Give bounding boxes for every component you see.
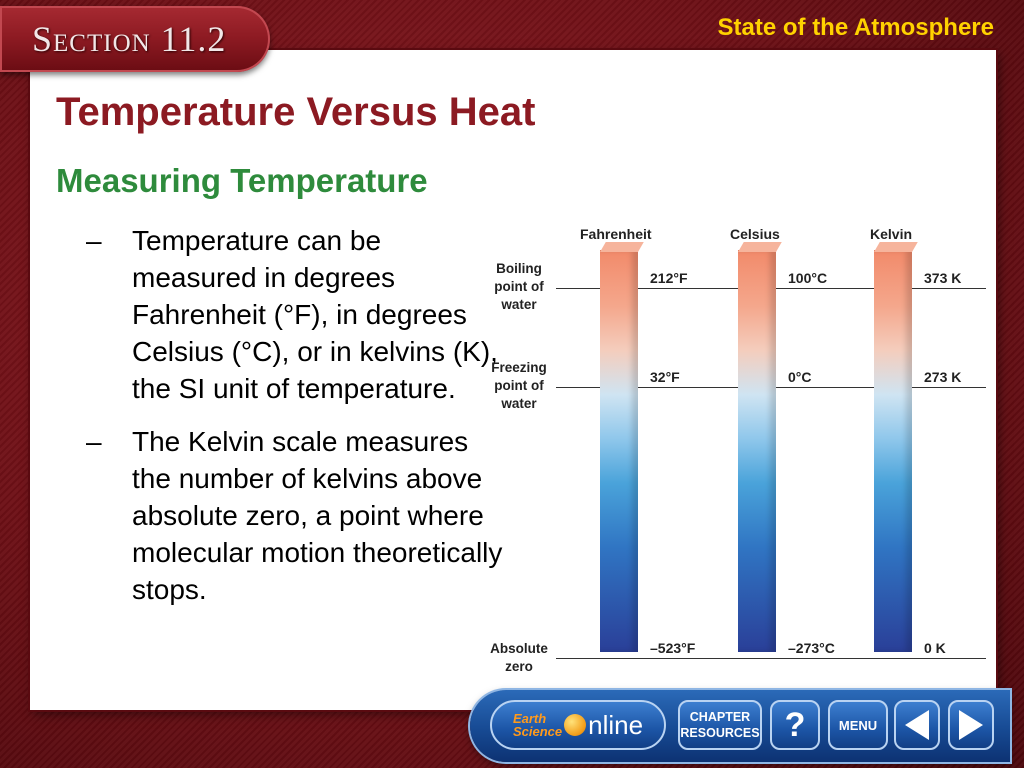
chapter-resources-button[interactable]: CHAPTER RESOURCES [678, 700, 762, 750]
value-zero-c: –273°C [788, 640, 835, 656]
online-label: nline [588, 709, 644, 740]
bullet-item: – The Kelvin scale measures the number o… [86, 423, 506, 608]
value-freezing-c: 0°C [788, 369, 812, 385]
earth-label: Earth [512, 711, 547, 726]
earth-science-online-button[interactable]: Earth Science nline [490, 700, 666, 750]
value-zero-k: 0 K [924, 640, 946, 656]
menu-label: MENU [838, 717, 878, 733]
celsius-bar [738, 250, 776, 652]
science-label: Science [512, 724, 563, 739]
value-freezing-k: 273 K [924, 369, 962, 385]
row-label-absolute-zero: Absolute zero [490, 641, 548, 674]
help-icon: ? [784, 705, 806, 744]
value-zero-f: –523°F [650, 640, 696, 656]
kelvin-bar [874, 250, 912, 652]
scale-name-celsius: Celsius [730, 226, 780, 242]
earth-science-logo-text: Earth Science [513, 712, 562, 738]
bullet-item: – Temperature can be measured in degrees… [86, 222, 506, 407]
temperature-scales-diagram: Fahrenheit Celsius Kelvin Boiling point … [484, 220, 992, 680]
chapter-label: CHAPTER [689, 710, 751, 724]
bullet-dash: – [86, 426, 102, 457]
bullet-dash: – [86, 225, 102, 256]
help-button[interactable]: ? [770, 700, 820, 750]
menu-button[interactable]: MENU [828, 700, 888, 750]
page-subtitle: Measuring Temperature [56, 162, 428, 199]
navigation-bar: Earth Science nline CHAPTER RESOURCES ? … [470, 690, 1010, 762]
bullet-list: – Temperature can be measured in degrees… [86, 222, 506, 624]
arrow-left-icon [905, 710, 929, 740]
arrow-right-icon [959, 710, 983, 740]
bullet-text: Temperature can be measured in degrees F… [132, 225, 498, 404]
row-label-boiling: Boiling point of water [494, 261, 544, 312]
previous-button[interactable] [894, 700, 940, 750]
scale-name-fahrenheit: Fahrenheit [580, 226, 652, 242]
page-title: Temperature Versus Heat [56, 90, 536, 134]
topic-title: State of the Atmosphere [717, 14, 994, 41]
value-freezing-f: 32°F [650, 369, 680, 385]
scale-name-kelvin: Kelvin [870, 226, 913, 242]
globe-icon [564, 714, 587, 736]
next-button[interactable] [948, 700, 994, 750]
fahrenheit-bar [600, 250, 638, 652]
value-boiling-f: 212°F [650, 270, 688, 286]
value-boiling-c: 100°C [788, 270, 828, 286]
absolute-zero-line [556, 658, 986, 659]
resources-label: RESOURCES [680, 726, 760, 740]
section-label: Section 11.2 [32, 19, 227, 59]
slide-panel [30, 50, 996, 710]
value-boiling-k: 373 K [924, 270, 962, 286]
bullet-text: The Kelvin scale measures the number of … [132, 426, 503, 605]
row-label-freezing: Freezing point of water [491, 360, 547, 411]
section-tab: Section 11.2 [0, 6, 270, 72]
